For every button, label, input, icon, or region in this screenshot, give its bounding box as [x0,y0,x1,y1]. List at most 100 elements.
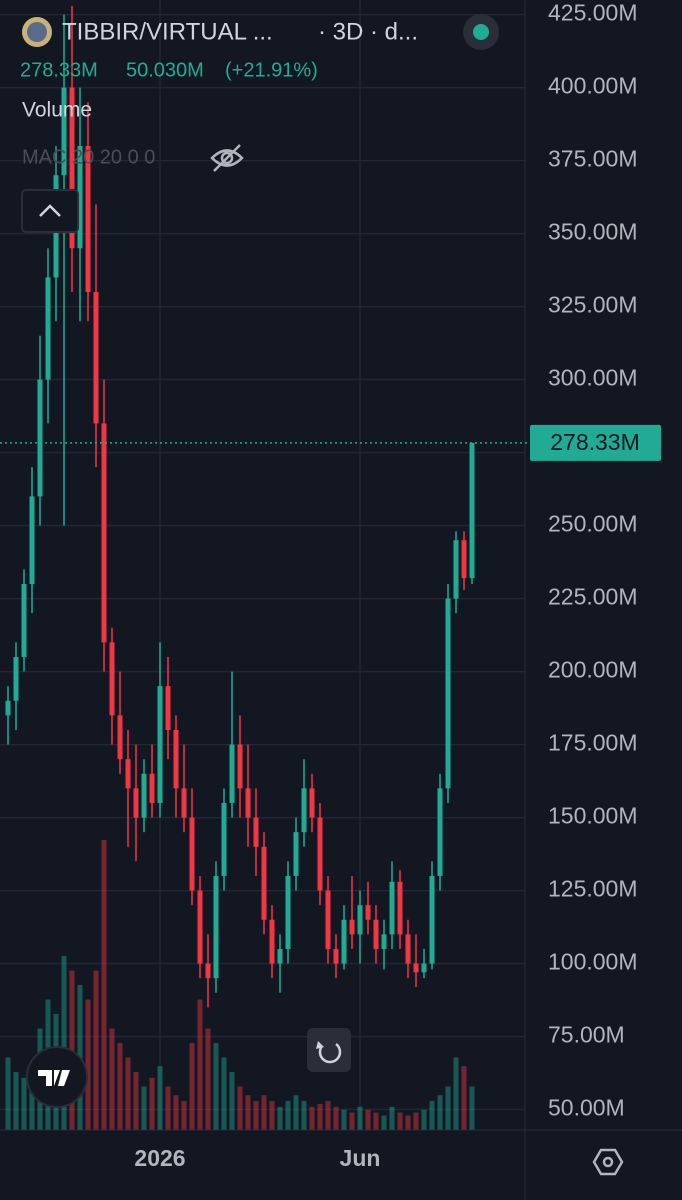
volume-bar [61,956,67,1130]
settings-button[interactable] [592,1148,624,1176]
volume-bar [109,1028,115,1130]
candle-body [277,948,283,964]
candle-body [349,919,355,935]
candle-body [221,802,227,876]
volume-bar [333,1106,339,1130]
candle-body [317,817,323,891]
y-tick-label: 425.00M [548,0,638,26]
candle-body [285,875,291,949]
volume-bar [93,970,99,1130]
header-change: 50.030M [126,59,204,81]
candle-body [141,773,147,818]
settings-icon [602,1156,614,1168]
volume-bar [253,1101,259,1130]
volume-bar [157,1066,163,1130]
candle-body [245,788,251,818]
volume-bar [469,1086,475,1130]
candle-body [109,642,115,716]
volume-bar [149,1077,155,1130]
candle-body [5,700,11,716]
collapse-icon [39,204,61,217]
candle-body [237,744,243,789]
volume-bar [445,1086,451,1130]
volume-bar [325,1101,331,1130]
volume-bar [349,1112,355,1130]
candle-body [85,145,91,292]
volume-bar [269,1101,275,1130]
candle-body [101,423,107,643]
candle-body [13,656,19,701]
candle-body [453,540,459,599]
candle-body [205,963,211,979]
reset-arrow [316,1041,324,1049]
candle-body [117,715,123,760]
volume-bar [165,1086,171,1130]
candle-body [157,686,163,803]
header-change-pct: (+21.91%) [225,59,318,81]
candle-body [461,540,467,579]
volume-bar [373,1112,379,1130]
candle-body [357,905,363,935]
volume-bar [181,1101,187,1130]
reset-icon [318,1043,342,1064]
tradingview-mark [38,1070,70,1086]
volume-bar [221,1057,227,1130]
candle-body [309,788,315,818]
candle-body [293,832,299,876]
reset-button[interactable] [307,1028,351,1072]
candle-body [397,881,403,935]
volume-bar [245,1095,251,1130]
candle-body [373,919,379,949]
volume-bar [341,1109,347,1130]
volume-bar [437,1095,443,1130]
volume-bar [293,1095,299,1130]
candle-body [341,919,347,964]
volume-bar [381,1115,387,1130]
candle-body [61,87,67,176]
y-tick-label: 350.00M [548,219,638,245]
status-dot [473,24,489,40]
volume-bar [5,1057,11,1130]
volume-bar [197,999,203,1130]
y-tick-label: 325.00M [548,292,638,318]
y-tick-label: 200.00M [548,657,638,683]
volume-bar [413,1112,419,1130]
volume-bar [261,1095,267,1130]
symbol-logo-inner [27,22,47,42]
volume-bar [405,1115,411,1130]
candle-body [389,881,395,935]
candle-body [197,890,203,964]
symbol-title[interactable]: TIBBIR/VIRTUAL ... [62,18,273,45]
candle-body [365,905,371,920]
candle-body [229,744,235,803]
volume-bar [277,1106,283,1130]
volume-bar [85,999,91,1130]
candle-body [93,291,99,424]
candle-body [189,817,195,891]
indicator-label[interactable]: MAC 20 20 0 0 [22,146,155,168]
candle-body [149,773,155,803]
y-tick-label: 400.00M [548,73,638,99]
candle-body [165,686,171,730]
volume-bar [237,1086,243,1130]
candle-body [133,788,139,818]
candle-body [445,598,451,789]
volume-bar [173,1095,179,1130]
interval[interactable]: · 3D · d... [318,18,418,45]
candle-body [269,919,275,964]
candle-body [125,759,131,789]
volume-label: Volume [22,99,92,122]
volume-bar [189,1043,195,1130]
last-price-label: 278.33M [550,429,640,455]
collapse-button[interactable] [21,189,79,233]
volume-bar [317,1103,323,1130]
volume-bar [21,1077,27,1130]
grid [0,0,525,1130]
volume-bar [117,1043,123,1130]
candle-body [301,788,307,833]
volume-bar [285,1101,291,1130]
volume-bar [213,1043,219,1130]
y-tick-label: 300.00M [548,365,638,391]
hide-icon[interactable] [210,144,244,172]
